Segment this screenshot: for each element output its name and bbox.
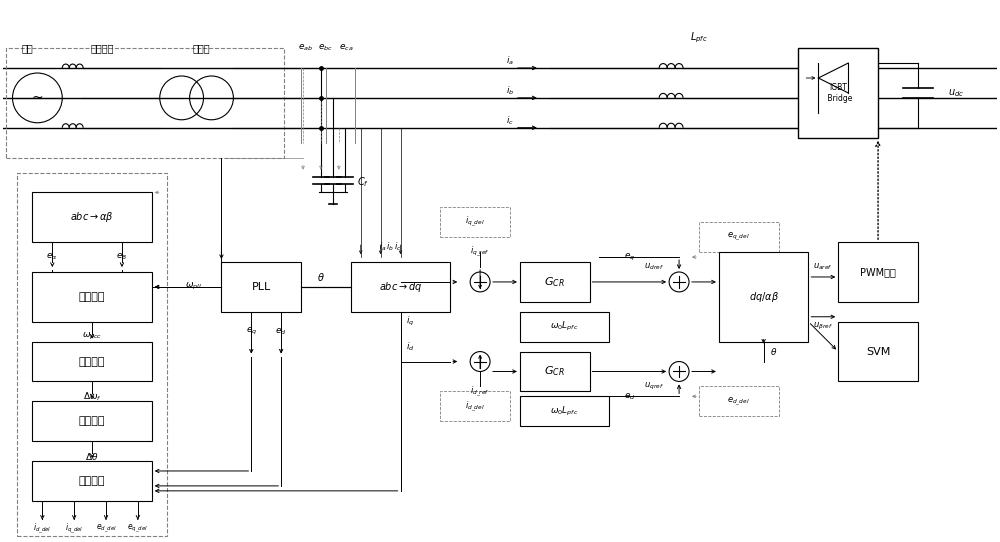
Text: PLL: PLL <box>252 282 271 292</box>
Text: $i_{d\_ref}$: $i_{d\_ref}$ <box>470 384 490 398</box>
FancyBboxPatch shape <box>838 242 918 302</box>
Text: 获取模块: 获取模块 <box>79 292 105 302</box>
Text: $dq / \alpha\beta$: $dq / \alpha\beta$ <box>749 290 779 304</box>
Text: $u_{aref}$: $u_{aref}$ <box>813 262 833 272</box>
Text: $e_{q\_del}$: $e_{q\_del}$ <box>127 522 148 535</box>
Text: 变压器: 变压器 <box>193 43 210 53</box>
FancyBboxPatch shape <box>440 391 510 421</box>
Text: $e_d$: $e_d$ <box>275 326 287 337</box>
Text: 电网: 电网 <box>22 43 33 53</box>
Text: $e_{d\_del}$: $e_{d\_del}$ <box>96 522 116 535</box>
FancyBboxPatch shape <box>838 322 918 382</box>
Text: $\Delta\omega_f$: $\Delta\omega_f$ <box>83 390 101 403</box>
Text: 计算模块: 计算模块 <box>79 416 105 426</box>
Text: $e_q$: $e_q$ <box>624 251 635 263</box>
Text: $\omega_{pcc}$: $\omega_{pcc}$ <box>82 331 102 342</box>
FancyBboxPatch shape <box>32 341 152 382</box>
Text: $L_{pfc}$: $L_{pfc}$ <box>690 31 708 46</box>
Text: $u_{\beta ref}$: $u_{\beta ref}$ <box>813 321 833 332</box>
Text: $i_{d\_del}$: $i_{d\_del}$ <box>465 399 485 414</box>
Text: $\theta$: $\theta$ <box>317 271 325 283</box>
FancyBboxPatch shape <box>798 48 878 138</box>
FancyBboxPatch shape <box>440 208 510 237</box>
Text: $i_c$: $i_c$ <box>506 114 514 127</box>
Text: $\omega_0 L_{pfc}$: $\omega_0 L_{pfc}$ <box>550 320 579 333</box>
Text: $i_a\,i_b\,i_c$: $i_a\,i_b\,i_c$ <box>379 241 402 253</box>
Text: PWM驱动: PWM驱动 <box>860 267 896 277</box>
Text: $G_{CR}$: $G_{CR}$ <box>544 365 565 378</box>
Text: $u_{dref}$: $u_{dref}$ <box>644 262 664 272</box>
Text: $C_f$: $C_f$ <box>357 176 369 189</box>
Text: $e_{\alpha}$: $e_{\alpha}$ <box>46 252 58 262</box>
Text: $i_{q\_ref}$: $i_{q\_ref}$ <box>470 245 490 259</box>
Text: $\theta$: $\theta$ <box>770 346 777 357</box>
Text: $e_{ca}$: $e_{ca}$ <box>339 43 353 54</box>
Text: 线路阻抗: 线路阻抗 <box>90 43 114 53</box>
FancyBboxPatch shape <box>520 312 609 341</box>
Text: $\Delta\theta$: $\Delta\theta$ <box>85 450 99 462</box>
Text: 提取模块: 提取模块 <box>79 357 105 366</box>
Text: $e_q$: $e_q$ <box>246 326 257 337</box>
Text: $e_{ab}$: $e_{ab}$ <box>298 43 314 54</box>
FancyBboxPatch shape <box>32 461 152 501</box>
Text: $i_q$: $i_q$ <box>406 315 415 328</box>
Text: $i_{q\_del}$: $i_{q\_del}$ <box>465 215 485 229</box>
Text: $i_a$: $i_a$ <box>506 55 514 67</box>
Text: $u_{qref}$: $u_{qref}$ <box>644 381 664 392</box>
FancyBboxPatch shape <box>699 386 779 416</box>
Text: IGBT
 Bridge: IGBT Bridge <box>825 83 852 102</box>
Text: $\omega_0 L_{pfc}$: $\omega_0 L_{pfc}$ <box>550 405 579 418</box>
FancyBboxPatch shape <box>520 262 590 302</box>
FancyBboxPatch shape <box>520 396 609 426</box>
FancyBboxPatch shape <box>32 272 152 322</box>
Text: $abc \rightarrow \alpha\beta$: $abc \rightarrow \alpha\beta$ <box>70 210 114 224</box>
Text: ~: ~ <box>32 91 43 105</box>
Text: $e_{q\_del}$: $e_{q\_del}$ <box>727 231 750 243</box>
FancyBboxPatch shape <box>221 262 301 312</box>
FancyBboxPatch shape <box>32 192 152 242</box>
Text: $G_{CR}$: $G_{CR}$ <box>544 275 565 289</box>
Text: $i_{d\_del}$: $i_{d\_del}$ <box>33 521 52 536</box>
FancyBboxPatch shape <box>719 252 808 341</box>
Text: $i_d$: $i_d$ <box>406 340 415 353</box>
Text: $e_{\beta}$: $e_{\beta}$ <box>116 251 128 263</box>
Text: $i_{q\_del}$: $i_{q\_del}$ <box>65 521 83 536</box>
FancyBboxPatch shape <box>351 262 450 312</box>
FancyBboxPatch shape <box>32 401 152 441</box>
Text: SVM: SVM <box>866 346 890 357</box>
Text: 生成模块: 生成模块 <box>79 476 105 486</box>
Text: $\omega_{pll}$: $\omega_{pll}$ <box>185 281 202 293</box>
FancyBboxPatch shape <box>520 352 590 391</box>
Text: $e_{d\_del}$: $e_{d\_del}$ <box>727 395 750 408</box>
FancyBboxPatch shape <box>699 222 779 252</box>
Text: $i_b$: $i_b$ <box>506 85 514 97</box>
Text: $e_d$: $e_d$ <box>624 391 635 402</box>
Text: $e_{bc}$: $e_{bc}$ <box>318 43 333 54</box>
Text: $abc \rightarrow dq$: $abc \rightarrow dq$ <box>379 280 422 294</box>
Text: $u_{dc}$: $u_{dc}$ <box>948 87 964 99</box>
